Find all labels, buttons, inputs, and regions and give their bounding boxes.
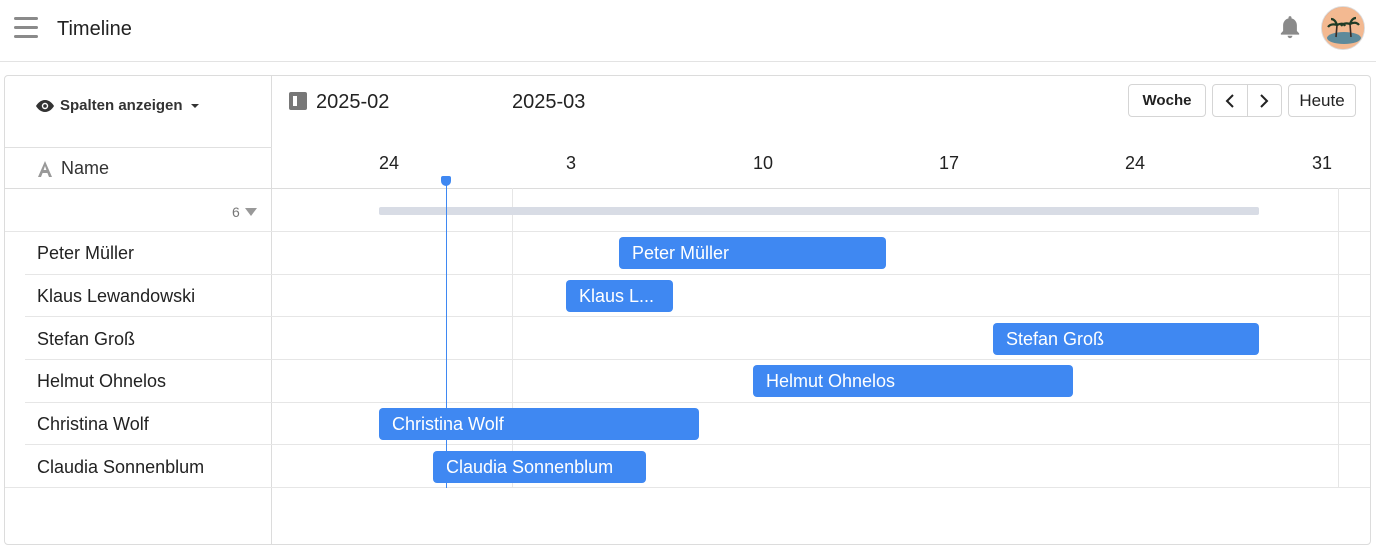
- prev-button[interactable]: [1213, 85, 1247, 116]
- month-label-feb: 2025-02: [316, 91, 390, 113]
- group-count-toggle[interactable]: 6: [232, 204, 257, 220]
- date-navigation: [1212, 84, 1282, 117]
- name-column-header[interactable]: Name: [37, 158, 109, 179]
- day-label: 10: [752, 153, 774, 173]
- month-gridline: [512, 188, 513, 488]
- row-name[interactable]: Klaus Lewandowski: [37, 286, 196, 306]
- chevron-right-icon: [1260, 93, 1269, 108]
- group-summary-bar: [379, 207, 1259, 215]
- row-divider: [25, 444, 1370, 445]
- row-name[interactable]: Helmut Ohnelos: [37, 371, 167, 391]
- row-divider: [25, 274, 1370, 275]
- header-divider: [5, 188, 1370, 189]
- timeline-panel: Spalten anzeigen Name 6 2025-02 2025-03 …: [4, 75, 1371, 545]
- day-label: 24: [1124, 153, 1146, 173]
- today-button[interactable]: Heute: [1288, 84, 1356, 117]
- avatar[interactable]: [1321, 6, 1365, 50]
- today-marker: [441, 176, 451, 186]
- show-columns-label: Spalten anzeigen: [60, 97, 183, 114]
- row-name[interactable]: Claudia Sonnenblum: [37, 457, 205, 477]
- top-bar: Timeline: [0, 0, 1376, 62]
- panel-toggle-icon[interactable]: [289, 92, 307, 110]
- day-label: 3: [565, 153, 577, 173]
- page-title: Timeline: [57, 18, 132, 40]
- timeline-bar-christina-wolf[interactable]: Christina Wolf: [379, 408, 699, 440]
- row-name[interactable]: Christina Wolf: [37, 414, 149, 434]
- divider: [5, 147, 272, 148]
- day-label: 31: [1311, 153, 1333, 173]
- row-name[interactable]: Stefan Groß: [37, 329, 136, 349]
- hamburger-icon[interactable]: [14, 17, 38, 39]
- text-type-icon: [38, 160, 52, 177]
- row-divider: [5, 487, 1370, 488]
- chevron-left-icon: [1225, 93, 1234, 108]
- caret-down-icon: [244, 208, 257, 216]
- chevron-down-icon: [190, 103, 199, 108]
- name-header-label: Name: [61, 158, 110, 178]
- row-divider: [25, 402, 1370, 403]
- next-button[interactable]: [1246, 85, 1282, 116]
- show-columns-button[interactable]: Spalten anzeigen: [36, 97, 199, 114]
- timeline-bar-claudia-sonnenblum[interactable]: Claudia Sonnenblum: [433, 451, 646, 483]
- week-view-button[interactable]: Woche: [1128, 84, 1206, 117]
- timeline-bar-helmut-ohnelos[interactable]: Helmut Ohnelos: [753, 365, 1073, 397]
- bell-icon[interactable]: [1277, 14, 1303, 42]
- group-count: 6: [232, 204, 240, 220]
- row-divider: [25, 359, 1370, 360]
- row-divider: [25, 316, 1370, 317]
- row-name[interactable]: Peter Müller: [37, 243, 135, 263]
- eye-icon: [36, 99, 54, 112]
- day-label: 24: [378, 153, 400, 173]
- timeline-bar-klaus-lewandowski[interactable]: Klaus L...: [566, 280, 673, 312]
- timeline-bar-stefan-gross[interactable]: Stefan Groß: [993, 323, 1259, 355]
- gridline: [1338, 188, 1339, 488]
- name-column: Spalten anzeigen Name 6: [5, 76, 272, 544]
- timeline-bar-peter-mueller[interactable]: Peter Müller: [619, 237, 886, 269]
- day-label: 17: [938, 153, 960, 173]
- row-divider: [5, 231, 1370, 232]
- month-label-mar: 2025-03: [512, 91, 586, 113]
- today-indicator-line: [446, 182, 447, 488]
